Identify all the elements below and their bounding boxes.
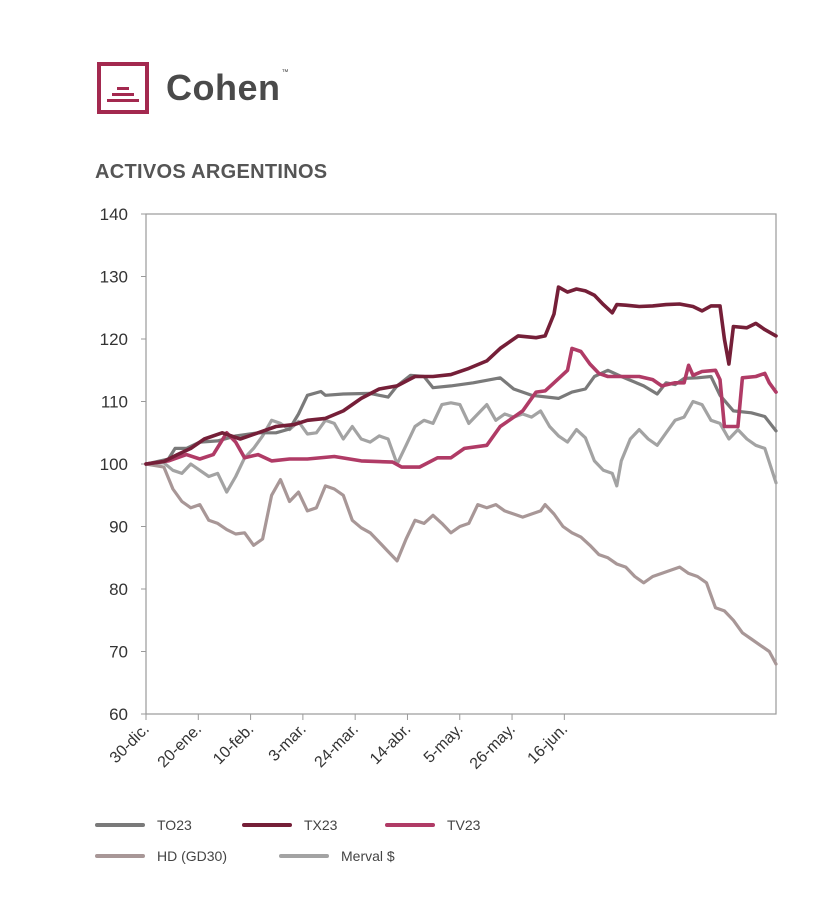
brand-logo: Cohen™: [97, 62, 289, 114]
legend-item-tx23: TX23: [242, 817, 382, 833]
y-tick-label: 110: [101, 393, 128, 412]
legend-item-hd-gd30: HD (GD30): [95, 848, 279, 864]
legend-label-hd-gd30: HD (GD30): [157, 848, 228, 864]
legend-swatch-hd-gd30: [95, 854, 145, 858]
y-tick-label: 120: [100, 330, 128, 349]
series-line-tv23: [144, 346, 778, 469]
legend-label-tx23: TX23: [304, 817, 338, 833]
x-tick-label: 20-ene.: [155, 721, 205, 771]
legend-row-2: HD (GD30) Merval $: [95, 848, 395, 864]
brand-name: Cohen™: [166, 67, 289, 108]
x-axis: 30-dic. 20-ene. 10-feb. 3-mar. 24-mar. 14-abr…: [107, 714, 571, 773]
x-tick-label: 3-mar.: [266, 721, 310, 765]
x-tick-label: 5-may.: [421, 721, 467, 767]
series-line-hd-gd30: [144, 462, 778, 666]
legend-swatch-tx23: [242, 823, 292, 827]
x-tick-label: 14-abr.: [367, 721, 414, 768]
legend-swatch-tv23: [385, 823, 435, 827]
series-line-tx23: [144, 285, 778, 466]
legend-label-tv23: TV23: [447, 817, 481, 833]
series-line-merval: [144, 399, 778, 494]
chart-title: ACTIVOS ARGENTINOS: [95, 161, 328, 183]
x-tick-label: 10-feb.: [210, 721, 257, 768]
x-tick-label: 30-dic.: [107, 721, 153, 767]
y-tick-label: 140: [100, 205, 128, 224]
y-tick-label: 130: [100, 268, 128, 287]
x-tick-label: 26-may.: [467, 721, 519, 773]
legend-item-tv23: TV23: [385, 817, 480, 833]
legend-row-1: TO23 TX23 TV23: [95, 817, 480, 833]
y-tick-label: 100: [100, 455, 128, 474]
y-tick-label: 60: [109, 705, 128, 724]
y-axis: 60 70 80 90 100 110 120 130 140: [100, 205, 146, 724]
logo-mark-icon: [97, 62, 149, 114]
y-tick-label: 80: [109, 580, 128, 599]
legend-swatch-merval: [279, 854, 329, 858]
legend-swatch-to23: [95, 823, 145, 827]
x-tick-label: 16-jun.: [525, 721, 572, 768]
legend-label-to23: TO23: [157, 817, 192, 833]
y-tick-label: 70: [109, 643, 128, 662]
legend-label-merval: Merval $: [341, 848, 395, 864]
series-group: [144, 285, 778, 666]
y-tick-label: 90: [109, 518, 128, 537]
legend-item-merval: Merval $: [279, 848, 395, 864]
x-tick-label: 24-mar.: [312, 721, 362, 771]
legend-item-to23: TO23: [95, 817, 245, 833]
